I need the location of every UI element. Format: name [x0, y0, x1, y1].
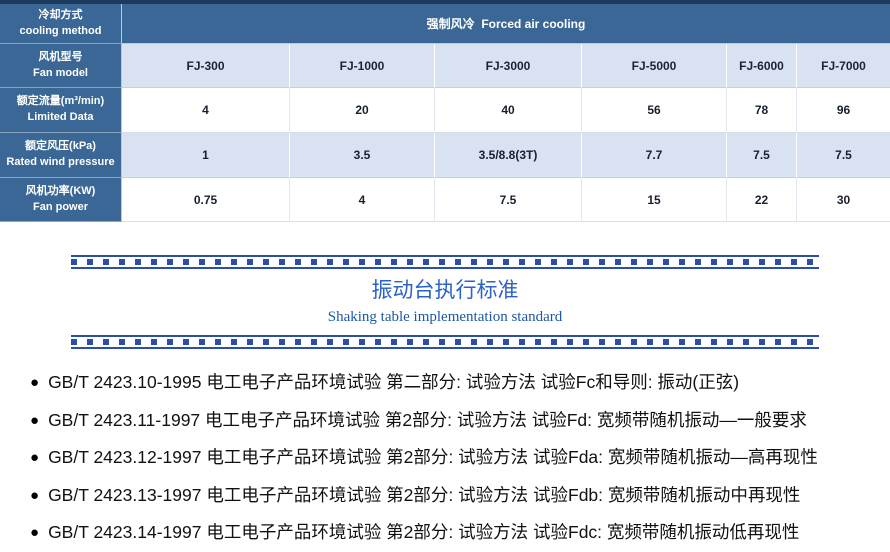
row-header-cn: 冷却方式	[38, 8, 83, 21]
table-value: 30	[797, 178, 890, 222]
table-value: 56	[582, 88, 727, 133]
table-value: 20	[290, 88, 435, 133]
standard-text: GB/T 2423.12-1997 电工电子产品环境试验 第2部分: 试验方法 …	[48, 447, 818, 467]
divider-top	[71, 255, 819, 269]
table-value: 3.5	[290, 133, 435, 178]
table-value: 7.5	[727, 133, 797, 178]
row-header-0: 冷却方式 cooling method	[0, 4, 122, 44]
standards-section: 振动台执行标准 Shaking table implementation sta…	[0, 255, 890, 349]
table-value: 0.75	[122, 178, 290, 222]
row-header-en: cooling method	[19, 24, 102, 37]
standard-item: ● GB/T 2423.13-1997 电工电子产品环境试验 第2部分: 试验方法…	[30, 477, 880, 515]
bullet-icon: ●	[30, 374, 40, 391]
row-header-en: Limited Data	[27, 111, 94, 123]
bullet-icon: ●	[30, 524, 40, 541]
table-value: 1	[122, 133, 290, 178]
standard-text: GB/T 2423.10-1995 电工电子产品环境试验 第二部分: 试验方法 …	[48, 372, 740, 392]
table-value: 4	[290, 178, 435, 222]
table-value: 3.5/8.8(3T)	[435, 133, 582, 178]
fan-model-header: FJ-6000	[727, 44, 797, 88]
divider-squares	[71, 259, 819, 265]
cooling-spec-table: 冷却方式 cooling method 强制风冷 Forced air coolin…	[0, 0, 890, 222]
table-value: 40	[435, 88, 582, 133]
table-value: 7.7	[582, 133, 727, 178]
standard-item: ● GB/T 2423.10-1995 电工电子产品环境试验 第二部分: 试验方法…	[30, 364, 880, 402]
divider-squares	[71, 339, 819, 345]
row-header-2: 额定流量(m³/min) Limited Data	[0, 88, 122, 133]
row-header-cn: 额定流量(m³/min)	[16, 95, 105, 108]
fan-model-header: FJ-7000	[797, 44, 890, 88]
bullet-icon: ●	[30, 486, 40, 504]
row-header-en: Rated wind pressure	[6, 156, 115, 168]
table-value: 7.5	[797, 133, 890, 178]
row-header-3: 额定风压(kPa) Rated wind pressure	[0, 133, 122, 178]
bullet-icon: ●	[30, 411, 40, 429]
standard-item: ● GB/T 2423.12-1997 电工电子产品环境试验 第2部分: 试验方法…	[30, 439, 880, 477]
table-value: 96	[797, 88, 890, 133]
fan-model-header: FJ-300	[122, 44, 290, 88]
standards-list: ● GB/T 2423.10-1995 电工电子产品环境试验 第二部分: 试验方法…	[0, 364, 890, 552]
section-title-cn: 振动台执行标准	[371, 279, 519, 302]
table-value: 7.5	[435, 178, 582, 222]
row-header-cn: 额定风压(kPa)	[25, 140, 96, 153]
standard-item: ● GB/T 2423.14-1997 电工电子产品环境试验 第2部分: 试验方法…	[30, 514, 880, 552]
fan-model-header: FJ-3000	[435, 44, 582, 88]
standard-text: GB/T 2423.11-1997 电工电子产品环境试验 第2部分: 试验方法 …	[48, 409, 807, 430]
standard-item: ● GB/T 2423.11-1997 电工电子产品环境试验 第2部分: 试验方法…	[30, 402, 880, 440]
row-header-4: 风机功率(KW) Fan power	[0, 178, 122, 222]
table-value: 4	[122, 88, 290, 133]
table-value: 78	[727, 88, 797, 133]
section-title-en: Shaking table implementation standard	[327, 309, 563, 325]
table-value: 22	[727, 178, 797, 222]
row-header-1: 风机型号 Fan model	[0, 44, 122, 88]
row-header-en: Fan power	[32, 200, 88, 213]
cooling-method-value: 强制风冷 Forced air cooling	[122, 4, 890, 44]
row-header-cn: 风机功率(KW)	[25, 184, 96, 197]
row-header-cn: 风机型号	[38, 50, 83, 63]
divider-bottom	[71, 335, 819, 349]
row-header-en: Fan model	[32, 66, 88, 79]
fan-model-header: FJ-5000	[582, 44, 727, 88]
fan-model-header: FJ-1000	[290, 44, 435, 88]
table-value: 15	[582, 178, 727, 222]
standard-text: GB/T 2423.14-1997 电工电子产品环境试验 第2部分: 试验方法 …	[48, 522, 800, 542]
bullet-icon: ●	[30, 449, 40, 466]
standard-text: GB/T 2423.13-1997 电工电子产品环境试验 第2部分: 试验方法 …	[48, 484, 801, 505]
